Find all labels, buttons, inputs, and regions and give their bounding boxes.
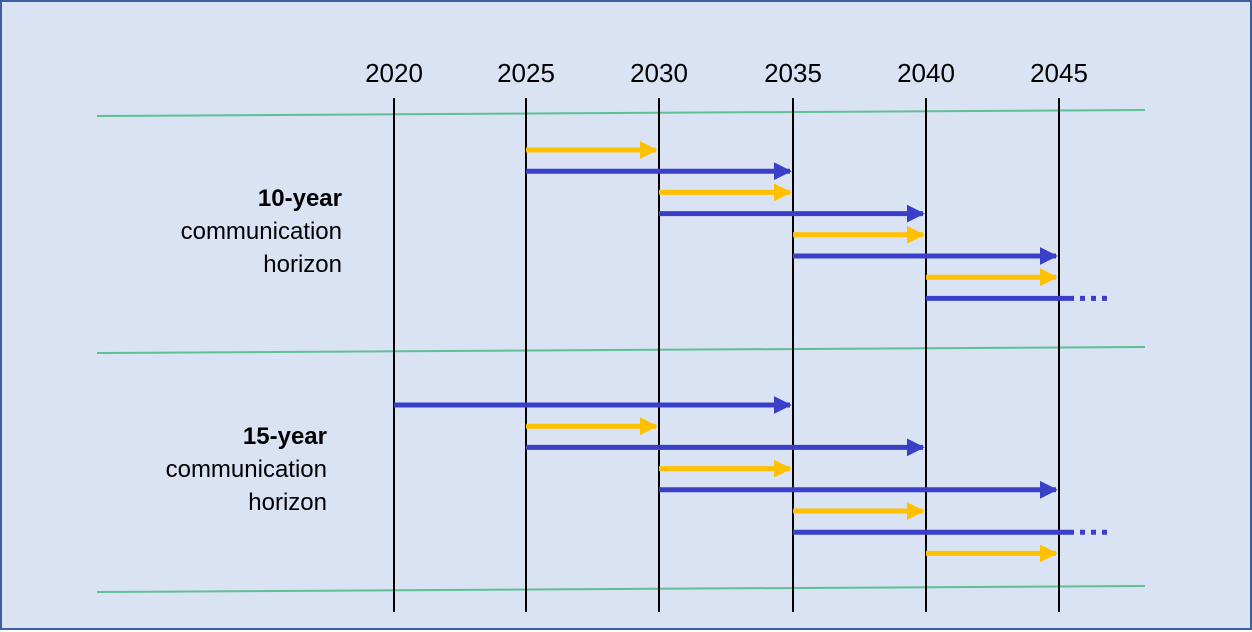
year-label-2025: 2025 xyxy=(497,58,555,88)
year-label-2040: 2040 xyxy=(897,58,955,88)
section-label-10-year: 10-year communication horizon xyxy=(42,182,342,281)
section-subtitle-line2: horizon xyxy=(263,251,342,278)
separator-middle xyxy=(96,346,1146,354)
section-label-15-year: 15-year communication horizon xyxy=(27,420,327,519)
section-title: 15-year xyxy=(242,423,327,450)
section-subtitle-line1: communication xyxy=(165,456,327,483)
arrow-group-15-year xyxy=(394,396,1112,563)
year-label-2030: 2030 xyxy=(630,58,688,88)
year-label-2020: 2020 xyxy=(365,58,423,88)
separator-top xyxy=(96,109,1146,117)
section-subtitle-line1: communication xyxy=(180,218,342,245)
arrow-group-10-year xyxy=(526,141,1112,301)
year-label-2045: 2045 xyxy=(1030,58,1088,88)
separator-bottom xyxy=(96,585,1146,593)
year-label-2035: 2035 xyxy=(764,58,822,88)
section-subtitle-line2: horizon xyxy=(248,489,327,516)
section-title: 10-year xyxy=(257,185,342,212)
